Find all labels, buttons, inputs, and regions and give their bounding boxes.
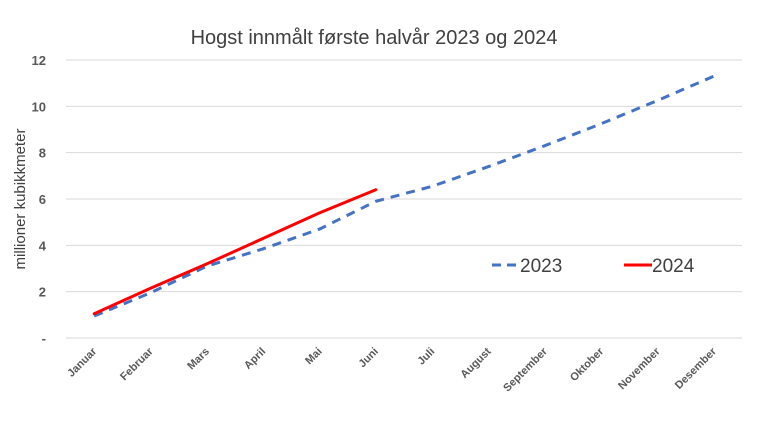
legend-label-2024: 2024 — [652, 256, 695, 277]
y-tick-label: 4 — [39, 238, 47, 253]
y-tick-label: 12 — [32, 53, 46, 68]
x-tick-label: April — [242, 346, 268, 372]
x-tick-labels: Januar Februar Mars April Mai Juni Juli August S… — [65, 345, 719, 394]
x-tick-label: November — [616, 345, 663, 392]
y-tick-label: 2 — [39, 285, 46, 300]
y-tick-labels: - 2 4 6 8 10 12 — [32, 53, 47, 346]
series-line-2024 — [92, 188, 378, 316]
gridlines — [66, 59, 742, 339]
x-tick-label: Mars — [185, 346, 212, 373]
chart-title: Hogst innmålt første halvår 2023 og 2024 — [191, 27, 558, 49]
x-tick-label: Februar — [118, 345, 156, 383]
series-lines — [92, 74, 715, 318]
y-tick-label: 8 — [39, 146, 46, 161]
x-tick-label: Mai — [303, 346, 324, 367]
y-tick-label: 10 — [32, 99, 46, 114]
x-tick-label: Juni — [356, 346, 380, 370]
x-tick-label: Juli — [415, 346, 437, 368]
x-tick-label: August — [458, 345, 494, 381]
y-axis-label: millioner kubikkmeter — [12, 129, 29, 270]
x-tick-label: Oktober — [568, 345, 607, 384]
legend-label-2023: 2023 — [520, 256, 562, 277]
legend: 2023 2024 — [492, 256, 695, 277]
y-tick-label: - — [42, 331, 46, 346]
y-tick-label: 6 — [39, 192, 46, 207]
series-line-2023 — [93, 74, 715, 318]
x-tick-label: Desember — [673, 345, 720, 392]
x-tick-label: September — [501, 345, 550, 394]
x-tick-label: Januar — [65, 345, 100, 380]
